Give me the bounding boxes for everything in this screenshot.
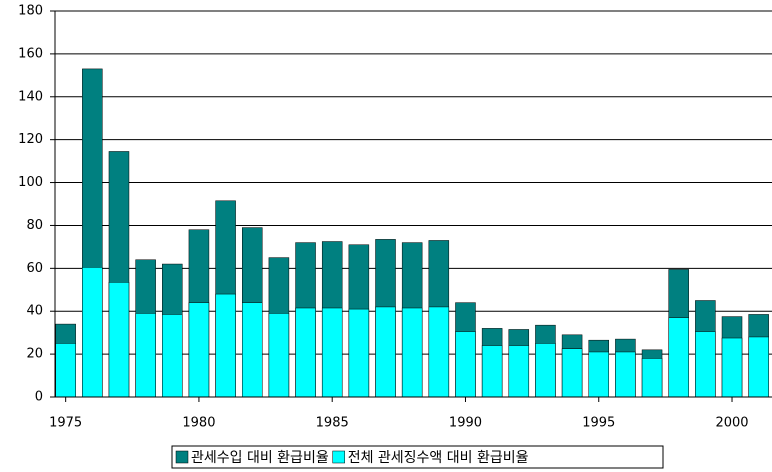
bar bbox=[55, 343, 76, 398]
bar bbox=[455, 331, 476, 398]
bar bbox=[82, 267, 103, 398]
legend-swatch bbox=[332, 450, 345, 464]
y-tick-label: 140 bbox=[18, 89, 43, 104]
bar bbox=[375, 306, 396, 398]
bar bbox=[321, 307, 343, 398]
bar bbox=[162, 314, 183, 398]
y-tick-label: 0 bbox=[35, 390, 43, 405]
bar bbox=[348, 308, 370, 398]
bar bbox=[215, 293, 236, 398]
legend-label: 관세수입 대비 환급비율 bbox=[191, 450, 329, 466]
bar bbox=[615, 351, 636, 398]
y-tick-label: 160 bbox=[18, 46, 43, 61]
bar bbox=[401, 307, 423, 398]
bar bbox=[268, 313, 290, 398]
x-tick-label: 1975 bbox=[49, 416, 82, 431]
bar bbox=[668, 317, 689, 398]
bar bbox=[108, 282, 130, 398]
bar bbox=[535, 343, 556, 398]
axes: 0 20 40 60 80 100 120 140 160 180 1975 1980 1985 1990… bbox=[18, 4, 772, 431]
bar bbox=[481, 345, 503, 398]
bar bbox=[428, 306, 450, 398]
legend: 관세수입 대비 환급비율 전체 관세징수액 대비 환급비율 bbox=[175, 450, 529, 466]
y-tick-label: 60 bbox=[26, 261, 43, 276]
bar bbox=[721, 337, 743, 398]
bar bbox=[135, 313, 156, 398]
legend-box bbox=[171, 445, 664, 469]
bar bbox=[188, 302, 210, 398]
bar bbox=[508, 345, 530, 398]
bar bbox=[561, 348, 583, 398]
x-tick-label: 1990 bbox=[449, 416, 482, 431]
y-tick-label: 100 bbox=[18, 175, 43, 190]
bars bbox=[55, 68, 769, 398]
bar bbox=[695, 331, 716, 398]
y-tick-label: 40 bbox=[26, 304, 43, 319]
y-tick-label: 180 bbox=[18, 4, 43, 19]
bar bbox=[295, 307, 316, 398]
x-tick-label: 1995 bbox=[582, 416, 615, 431]
legend-swatch bbox=[175, 450, 189, 464]
x-tick-label: 1980 bbox=[182, 416, 215, 431]
y-tick-label: 20 bbox=[26, 347, 43, 362]
y-tick-label: 80 bbox=[26, 218, 43, 233]
x-tick-label: 1985 bbox=[316, 416, 349, 431]
legend-label: 전체 관세징수액 대비 환급비율 bbox=[348, 450, 529, 466]
bar bbox=[748, 336, 769, 398]
bar bbox=[241, 302, 263, 398]
bar bbox=[641, 358, 663, 398]
x-tick-label: 2000 bbox=[715, 416, 748, 431]
bar bbox=[588, 351, 609, 398]
y-tick-label: 120 bbox=[18, 132, 43, 147]
